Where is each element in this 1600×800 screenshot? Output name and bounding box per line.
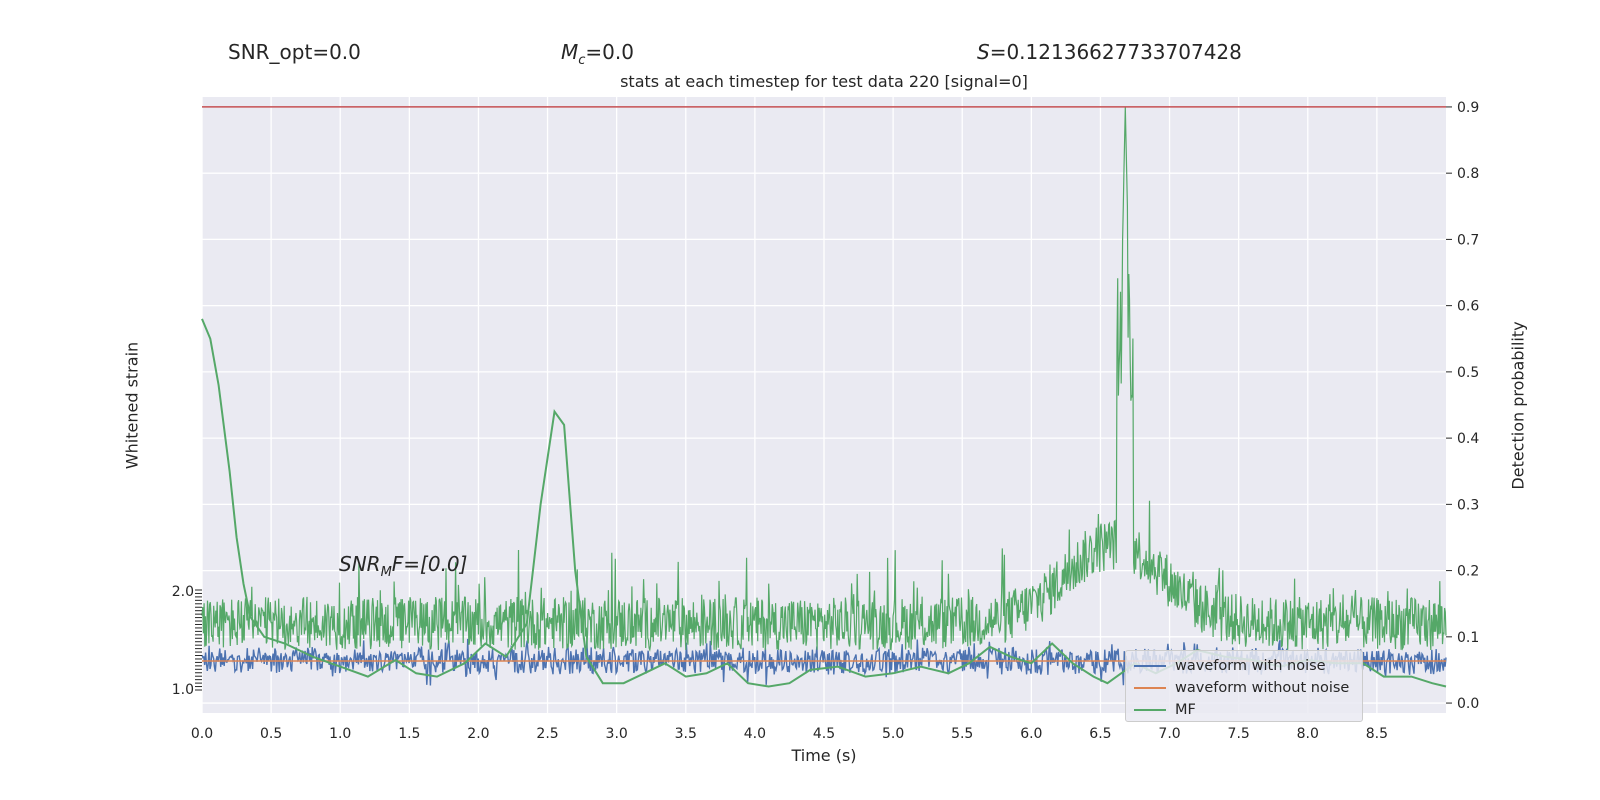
- x-tick-label: 5.5: [951, 726, 973, 742]
- x-tick-label: 1.5: [398, 726, 420, 742]
- y-right-tick-label: 0.5: [1457, 365, 1479, 381]
- y-right-tick-label: 0.8: [1457, 166, 1479, 182]
- legend-swatch-mf: [1134, 709, 1166, 711]
- x-tick-label: 0.5: [260, 726, 282, 742]
- legend-label-mf: MF: [1175, 702, 1196, 718]
- legend-label-clean: waveform without noise: [1175, 680, 1350, 696]
- x-tick-label: 7.0: [1158, 726, 1180, 742]
- s-stat: S=0.12136627733707428: [977, 40, 1242, 64]
- mc-symbol: M: [561, 40, 579, 64]
- x-tick-label: 6.5: [1089, 726, 1111, 742]
- x-tick-label: 1.0: [329, 726, 351, 742]
- y-right-tick-label: 0.1: [1457, 630, 1479, 646]
- y-left-tick-label-bottom: 1.0: [172, 682, 194, 698]
- legend-label-noise: waveform with noise: [1175, 658, 1326, 674]
- y-right-tick-label: 0.6: [1457, 299, 1479, 315]
- y-right-tick-label: 0.0: [1457, 696, 1479, 712]
- legend-swatch-clean: [1134, 687, 1166, 689]
- legend: waveform with noise waveform without noi…: [1125, 650, 1363, 722]
- y-left-tick-label-top: 2.0: [172, 584, 194, 600]
- x-tick-label: 8.0: [1297, 726, 1319, 742]
- y-axis-label-left: Whitened strain: [122, 341, 142, 470]
- legend-entry-noise: waveform with noise: [1134, 655, 1354, 677]
- y-right-tick-label: 0.4: [1457, 431, 1479, 447]
- legend-entry-mf: MF: [1134, 699, 1354, 721]
- chart-title: stats at each timestep for test data 220…: [620, 72, 1028, 91]
- y-right-tick-label: 0.7: [1457, 232, 1479, 248]
- x-tick-label: 6.0: [1020, 726, 1042, 742]
- mc-value: =0.0: [585, 40, 634, 64]
- s-value: =0.12136627733707428: [989, 40, 1242, 64]
- chirp-mass-stat: Mc=0.0: [561, 40, 634, 68]
- legend-swatch-noise: [1134, 665, 1166, 667]
- x-tick-label: 2.0: [467, 726, 489, 742]
- x-tick-label: 5.0: [882, 726, 904, 742]
- x-tick-label: 7.5: [1228, 726, 1250, 742]
- snr-mf-prefix: SNR: [339, 552, 381, 576]
- snr-mf-suffix: F=[0.0]: [391, 552, 468, 576]
- snr-mf-sub: M: [380, 565, 392, 580]
- y-right-tick-label: 0.3: [1457, 497, 1479, 513]
- series-detection-probability: [201, 106, 1447, 653]
- x-tick-label: 0.0: [191, 726, 213, 742]
- x-tick-label: 8.5: [1366, 726, 1388, 742]
- s-symbol: S: [977, 40, 990, 64]
- y-axis-label-right: Detection probability: [1508, 321, 1528, 490]
- x-tick-label: 3.0: [606, 726, 628, 742]
- mc-subscript: c: [578, 53, 586, 68]
- x-tick-label: 4.0: [744, 726, 766, 742]
- x-tick-label: 3.5: [675, 726, 697, 742]
- y-right-tick-label: 0.2: [1457, 564, 1479, 580]
- snr-opt-stat: SNR_opt=0.0: [228, 40, 361, 64]
- snr-mf-annotation: SNRMF=[0.0]: [339, 552, 467, 580]
- y-right-tick-label: 0.9: [1457, 100, 1479, 116]
- legend-entry-clean: waveform without noise: [1134, 677, 1354, 699]
- x-axis-label: Time (s): [791, 746, 857, 765]
- x-tick-label: 4.5: [813, 726, 835, 742]
- x-tick-label: 2.5: [536, 726, 558, 742]
